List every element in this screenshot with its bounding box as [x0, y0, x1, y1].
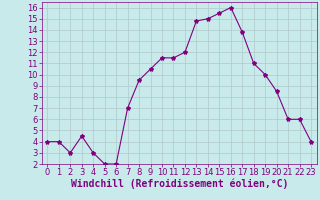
X-axis label: Windchill (Refroidissement éolien,°C): Windchill (Refroidissement éolien,°C) [70, 179, 288, 189]
